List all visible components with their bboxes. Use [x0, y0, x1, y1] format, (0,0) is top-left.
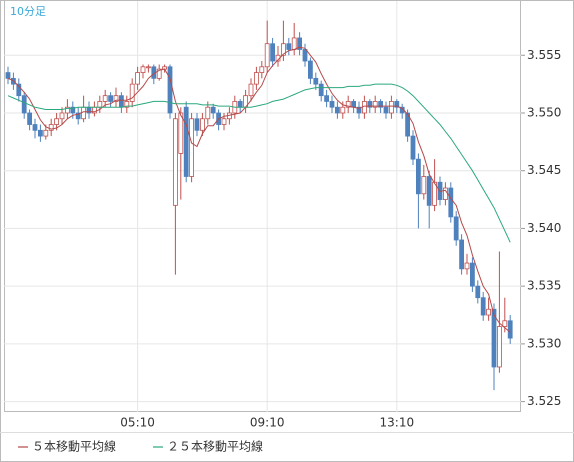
candle-body: [340, 106, 346, 114]
candle-body: [199, 118, 205, 131]
candle-body: [302, 49, 308, 62]
candle-body: [318, 83, 324, 97]
candle-body: [108, 95, 113, 102]
candle-body: [480, 297, 486, 316]
candle-body: [178, 112, 184, 154]
candle-body: [65, 106, 70, 114]
candle-body: [264, 43, 270, 68]
candle-body: [356, 106, 362, 114]
candle-body: [59, 112, 65, 120]
candle-body: [421, 176, 427, 195]
y-tick-label: 3.535: [527, 279, 561, 293]
candle-body: [442, 187, 448, 200]
candle-body: [54, 118, 59, 125]
candle-body: [405, 112, 411, 137]
candle-body: [464, 262, 470, 270]
candle-body: [313, 77, 319, 85]
candle-body: [324, 95, 330, 102]
candle-body: [372, 101, 378, 108]
candle-body: [21, 95, 27, 114]
candle-body: [189, 118, 195, 177]
candle-body: [507, 320, 513, 339]
candle-body: [248, 83, 254, 97]
candle-body: [27, 112, 33, 125]
ma-line: [7, 83, 511, 243]
candle-body: [291, 37, 297, 50]
candle-body: [367, 101, 373, 108]
y-tick-label: 3.545: [527, 163, 561, 177]
candle-body: [253, 72, 259, 85]
candle-body: [81, 106, 86, 120]
legend-label: ２５本移動平均線: [167, 439, 263, 454]
candle-body: [410, 135, 416, 160]
candle-body: [491, 308, 497, 368]
candle-body: [172, 118, 178, 206]
x-tick-label: 13:10: [380, 416, 415, 430]
candle-body: [394, 101, 400, 108]
x-tick-label: 09:10: [250, 416, 285, 430]
candle-body: [113, 95, 119, 102]
candle-body: [383, 106, 389, 114]
candle-body: [210, 106, 216, 114]
y-tick-label: 3.550: [527, 105, 561, 119]
candle-body: [286, 43, 292, 50]
candle-body: [75, 112, 81, 120]
candle-body: [486, 308, 492, 316]
candle-body: [307, 60, 313, 79]
candle-body: [345, 101, 351, 108]
candle-body: [448, 187, 454, 218]
candle-body: [145, 66, 151, 69]
candle-body: [167, 66, 173, 114]
candle-body: [459, 239, 465, 270]
candle-body: [119, 95, 124, 108]
candle-body: [388, 101, 394, 114]
candle-body: [97, 101, 103, 108]
candle-body: [43, 129, 49, 137]
candle-body: [502, 320, 508, 327]
candle-body: [32, 124, 38, 131]
x-tick-label: 05:10: [120, 416, 155, 430]
candle-body: [297, 37, 303, 50]
candle-body: [70, 106, 76, 114]
candle-body: [280, 43, 286, 56]
candle-body: [124, 101, 130, 108]
candle-body: [378, 101, 384, 108]
y-tick-label: 3.525: [527, 394, 561, 408]
candle-body: [16, 83, 22, 97]
candle-body: [5, 72, 11, 79]
candle-body: [237, 101, 243, 108]
candle-body: [415, 158, 421, 195]
candle-body: [259, 66, 265, 73]
candle-body: [351, 101, 357, 108]
ma-line: [7, 46, 511, 333]
y-tick-label: 3.555: [527, 48, 561, 62]
candle-body: [38, 129, 43, 137]
y-tick-label: 3.540: [527, 221, 561, 235]
candle-body: [140, 66, 146, 73]
candle-body: [221, 118, 227, 125]
chart-title: 10分足: [10, 5, 46, 18]
candle-body: [102, 95, 108, 102]
candle-body: [334, 106, 340, 114]
candle-body: [48, 124, 54, 131]
candle-body: [426, 176, 432, 206]
candle-body: [270, 43, 276, 62]
candle-body: [135, 72, 141, 85]
candle-body: [156, 68, 162, 79]
y-tick-label: 3.530: [527, 336, 561, 350]
candle-body: [469, 262, 475, 287]
plot-area: [4, 0, 521, 412]
candle-body: [205, 106, 211, 120]
candle-body: [194, 118, 200, 131]
candle-body: [129, 83, 135, 102]
candle-body: [496, 326, 502, 368]
legend-label: ５本移動平均線: [32, 439, 116, 454]
candle-body: [475, 285, 481, 299]
candle-body: [329, 101, 335, 108]
candle-body: [432, 181, 438, 206]
candle-body: [183, 106, 189, 177]
candle-body: [453, 216, 459, 241]
